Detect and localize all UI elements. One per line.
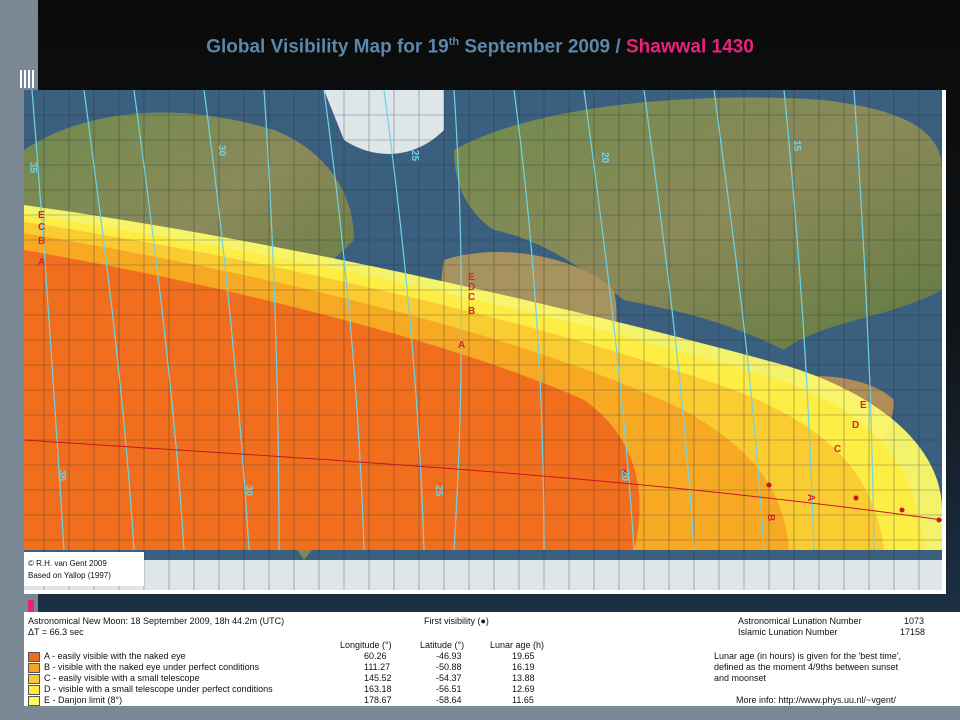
col-age: Lunar age (h) (490, 640, 545, 650)
zone-a-longitude: 60.26 (364, 651, 387, 661)
zone-b-label: B - visible with the naked eye under per… (44, 662, 260, 672)
meridian-label-bottom: 25 (433, 485, 444, 497)
zone-letter-group: E C B A E D C B A E D C B A (38, 210, 867, 521)
zone-letter: E (468, 272, 475, 283)
zone-d-age: 12.69 (512, 684, 535, 694)
zone-letter: C (38, 222, 45, 233)
zone-c-label: C - easily visible with a small telescop… (44, 673, 200, 683)
zone-letter: D (468, 282, 475, 293)
zone-a-label: A - easily visible with the naked eye (44, 651, 186, 661)
islamic-value: 17158 (900, 627, 926, 637)
col-latitude: Latitude (°) (420, 640, 465, 650)
zone-letter: C (468, 292, 475, 303)
curve-letter: B (765, 514, 776, 521)
legend-panel: Astronomical New Moon: 18 September 2009… (24, 612, 960, 706)
col-longitude: Longitude (°) (340, 640, 392, 650)
zone-c-age: 13.88 (512, 673, 535, 683)
meridian-label-top: 20 (599, 152, 610, 164)
curve-letter: A (805, 494, 816, 501)
meridian-label-bottom: 30 (243, 485, 254, 497)
meridian-label-group: 35 30 25 20 15 35 30 25 20 (27, 140, 802, 497)
graticule (24, 90, 942, 590)
zone-letter: A (458, 340, 465, 351)
corner-marker (20, 70, 36, 93)
zone-a-latitude: -46.93 (436, 651, 462, 661)
pink-marker (28, 600, 34, 612)
zone-a-age: 19.65 (512, 651, 535, 661)
zone-a-swatch (28, 652, 40, 662)
first-visibility-heading: First visibility (●) (424, 616, 489, 626)
age-note-line: and moonset (714, 673, 767, 683)
zone-d-label: D - visible with a small telescope under… (44, 684, 273, 694)
zone-e-age: 11.65 (512, 695, 534, 705)
title-middle: September 2009 / (459, 36, 626, 58)
best-time-path (24, 439, 942, 521)
zone-b-latitude: -50.88 (436, 662, 462, 672)
zone-letter: A (38, 257, 45, 268)
zone-b-longitude: 111.27 (364, 662, 391, 672)
zone-letter: C (834, 444, 841, 455)
zone-e-label: E - Danjon limit (8°) (44, 695, 123, 705)
meridian-label-top: 15 (791, 140, 802, 152)
zone-letter: B (468, 306, 475, 317)
new-moon-text: Astronomical New Moon: 18 September 2009… (28, 616, 285, 626)
zone-letter: E (38, 210, 45, 221)
zone-c-longitude: 145.52 (364, 673, 392, 683)
zone-c-swatch (28, 674, 40, 684)
credit-box (24, 552, 144, 586)
lunation-value: 1073 (904, 616, 925, 626)
zone-letter: B (38, 236, 45, 247)
credit-line: © R.H. van Gent 2009 (28, 559, 107, 568)
islamic-label: Islamic Lunation Number (738, 627, 838, 637)
zone-e-longitude: 178.67 (364, 695, 392, 705)
title-highlight: Shawwal 1430 (625, 36, 754, 58)
first-visibility-a (621, 469, 627, 475)
footer-bar (24, 706, 960, 720)
zone-e-latitude: -58.64 (436, 695, 462, 705)
age-note-line: defined as the moment 4/9ths between sun… (714, 662, 899, 672)
meridian-label-bottom: 20 (619, 470, 630, 482)
zone-d-swatch (28, 685, 40, 695)
meridian-label-top: 35 (27, 162, 38, 174)
lunar-age-curves (31, 90, 875, 551)
antarctica (24, 560, 942, 590)
zone-d-longitude: 163.18 (364, 684, 392, 694)
lunation-label: Astronomical Lunation Number (738, 616, 862, 626)
title-superscript: th (448, 36, 460, 48)
meridian-label-bottom: 35 (56, 470, 67, 482)
title-prefix: Global Visibility Map for 19 (206, 36, 449, 58)
first-visibility-e (936, 517, 942, 523)
more-info-text: More info: http://www.phys.uu.nl/~vgent/ (736, 695, 896, 705)
greenland (324, 90, 444, 154)
meridian-label-top: 25 (409, 150, 420, 162)
zone-c-latitude: -54.37 (436, 673, 462, 683)
first-visibility-b (766, 482, 772, 488)
eurasia (454, 97, 942, 350)
delta-t-text: ΔT = 66.3 sec (28, 627, 84, 637)
meridian-label-top: 30 (216, 145, 227, 157)
zone-letter: E (860, 400, 867, 411)
age-note-line: Lunar age (in hours) is given for the 'b… (714, 651, 902, 661)
zone-b-age: 16.19 (512, 662, 535, 672)
zone-b-swatch (28, 663, 40, 673)
zone-a (24, 250, 640, 550)
zone-d-latitude: -56.51 (436, 684, 462, 694)
visibility-map: 35 30 25 20 15 35 30 25 20 E C B A E D C… (24, 90, 942, 590)
zone-e-swatch (28, 696, 40, 706)
first-visibility-d (899, 507, 905, 513)
first-visibility-c (853, 495, 859, 501)
page-title: Global Visibility Map for 19th September… (0, 36, 960, 58)
zone-letter: D (852, 420, 859, 431)
credit-line: Based on Yallop (1997) (28, 571, 111, 580)
